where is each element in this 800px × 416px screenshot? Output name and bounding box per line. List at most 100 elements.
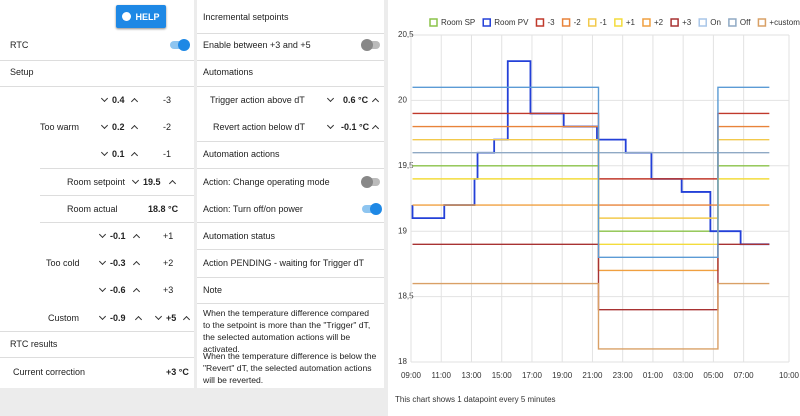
legend-label: Off [740,18,751,27]
section-title: Automations [203,67,254,77]
help-label: HELP [135,11,160,22]
series-line [412,165,770,232]
legend-label: +1 [626,18,636,27]
legend-swatch [561,18,571,27]
series-line [412,243,770,311]
section-title: Incremental setpoints [203,12,289,22]
x-tick-label: 21:00 [582,371,603,380]
x-tick-label: 10:00 [779,371,800,380]
x-tick-label: 13:00 [461,371,482,380]
legend-label: -2 [574,18,582,27]
left-panel: HELP RTC Setup 0.4 -3 Too warm 0.2 -2 0.… [0,0,194,388]
y-tick-label: 18 [398,357,407,366]
legend-swatch [698,18,707,27]
y-tick-label: 18,5 [398,292,414,301]
series-line [412,204,770,272]
series-line [412,125,770,206]
legend-swatch [535,18,545,27]
chart-footer: This chart shows 1 datapoint every 5 min… [395,395,556,404]
y-tick-label: 20 [398,96,407,105]
info-icon [122,12,132,21]
legend-label: Room PV [494,18,529,27]
row-label: Too cold [46,258,80,268]
correction: -1 [163,149,172,159]
correction: +1 [163,231,174,241]
note-text: When the temperature difference is below… [203,351,377,385]
value: 0.1 [112,149,125,159]
section-title: RTC results [10,339,58,349]
value: 0.4 [112,95,125,105]
x-tick-label: 01:00 [643,371,664,380]
rtc-toggle[interactable] [170,39,190,51]
legend-label: +custom [769,18,800,27]
value: -0.3 [110,258,126,268]
legend-swatch [728,18,737,27]
legend-swatch [429,18,438,27]
value: 18.8 °C [148,204,179,214]
toggle[interactable] [361,176,380,188]
legend-label: -3 [547,18,555,27]
value: 0.2 [112,122,125,132]
note-text: When the temperature difference compared… [203,308,371,354]
correction: +5 [166,313,177,323]
section-title: Automation actions [203,149,280,159]
value: 19.5 [143,177,161,187]
toggle[interactable] [362,203,382,215]
series-line [412,86,770,259]
series-line [412,138,770,219]
middle-panel [197,0,384,388]
help-button[interactable]: HELP [116,5,166,28]
row-label: Too warm [40,122,80,132]
row-label: Current correction [13,367,86,377]
section-title: Automation status [203,231,276,241]
correction: -2 [163,122,172,132]
correction: -3 [163,95,172,105]
legend-swatch [642,18,651,27]
rtc-label: RTC [10,40,29,50]
row-label: Room setpoint [67,177,126,187]
legend-swatch [614,18,623,27]
correction: +3 [163,285,174,295]
value: 0.6 °C [343,95,369,105]
legend-label: Room SP [441,18,475,27]
status-text: Action PENDING - waiting for Trigger dT [203,258,365,268]
y-tick-label: 20,5 [398,30,414,39]
series-line [412,178,770,245]
row-label: Action: Turn off/on power [203,204,303,214]
legend-label: +2 [654,18,664,27]
toggle[interactable] [361,39,380,51]
x-tick-label: 17:00 [522,371,543,380]
legend-swatch [757,18,767,27]
x-tick-label: 05:00 [703,371,724,380]
row-label: Action: Change operating mode [203,177,330,187]
row-label: Custom [48,313,80,323]
legend-swatch [482,18,491,27]
value: +3 °C [166,367,189,377]
legend-label: +3 [682,18,692,27]
y-tick-label: 19 [398,226,407,235]
legend-swatch [670,18,679,27]
x-tick-label: 11:00 [432,371,452,380]
x-tick-label: 03:00 [673,371,694,380]
row-label: Room actual [67,204,118,214]
x-tick-label: 23:00 [613,371,634,380]
section-title: Note [203,285,223,295]
x-tick-label: 19:00 [552,371,573,380]
value: -0.9 [110,313,126,323]
value: -0.1 [110,231,126,241]
series-line [412,112,770,180]
section-title: Setup [10,67,34,77]
y-tick-label: 19,5 [398,161,414,170]
value: -0.6 [110,285,126,295]
series-line [412,282,770,350]
x-tick-label: 15:00 [492,371,513,380]
legend-label: On [710,18,721,27]
x-tick-label: 07:00 [734,371,755,380]
row-label: Revert action below dT [213,122,306,132]
correction: +2 [163,258,174,268]
legend-label: -1 [600,18,608,27]
row-label: Enable between +3 and +5 [203,40,311,50]
x-tick-label: 09:00 [401,371,422,380]
